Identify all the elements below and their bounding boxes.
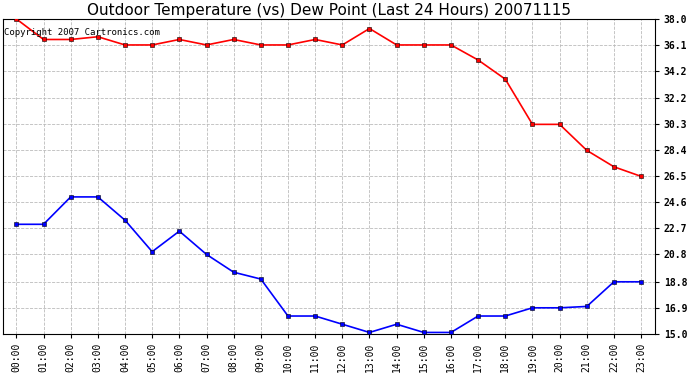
Title: Outdoor Temperature (vs) Dew Point (Last 24 Hours) 20071115: Outdoor Temperature (vs) Dew Point (Last… bbox=[87, 3, 571, 18]
Text: Copyright 2007 Cartronics.com: Copyright 2007 Cartronics.com bbox=[4, 28, 160, 38]
